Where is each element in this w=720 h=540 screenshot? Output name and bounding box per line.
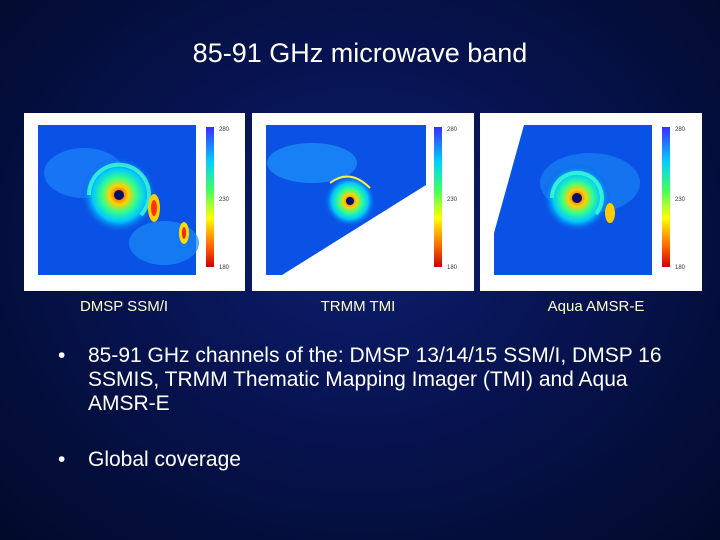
colorbar-mid-label: 230 <box>447 197 458 203</box>
microwave-image-graphic: 280 230 180 <box>38 125 230 275</box>
colorbar-bottom-label: 180 <box>447 265 458 271</box>
microwave-image-graphic: 280 230 180 <box>494 125 686 275</box>
bullet-text: Global coverage <box>88 448 241 471</box>
slide-title: 85-91 GHz microwave band <box>192 38 528 68</box>
satellite-image-aqua-amsre: 280 230 180 <box>480 113 702 291</box>
colorbar-bottom-label: 180 <box>675 265 686 271</box>
satellite-image-trmm-tmi: 280 230 180 <box>252 113 474 291</box>
colorbar-top-label: 280 <box>219 127 230 133</box>
colorbar-top-label: 280 <box>675 127 686 133</box>
colorbar-mid-label: 230 <box>219 197 230 203</box>
colorbar-top-label: 280 <box>447 127 458 133</box>
bullet-marker: • <box>58 448 66 471</box>
bullet-item: • Global coverage <box>58 448 698 472</box>
bullet-item: • 85-91 GHz channels of the: DMSP 13/14/… <box>58 344 698 416</box>
bullet-marker: • <box>58 344 66 367</box>
microwave-image-graphic: 280 230 180 <box>266 125 458 275</box>
bullet-text: 85-91 GHz channels of the: DMSP 13/14/15… <box>88 344 662 415</box>
bullet-list: • 85-91 GHz channels of the: DMSP 13/14/… <box>58 344 698 504</box>
caption-aqua-amsre: Aqua AMSR-E <box>547 298 645 315</box>
colorbar-mid-label: 230 <box>675 197 686 203</box>
caption-trmm-tmi: TRMM TMI <box>320 298 396 315</box>
satellite-image-dmsp-ssmi: 280 230 180 <box>24 113 245 291</box>
colorbar-bottom-label: 180 <box>219 265 230 271</box>
caption-dmsp-ssmi: DMSP SSM/I <box>79 298 169 315</box>
